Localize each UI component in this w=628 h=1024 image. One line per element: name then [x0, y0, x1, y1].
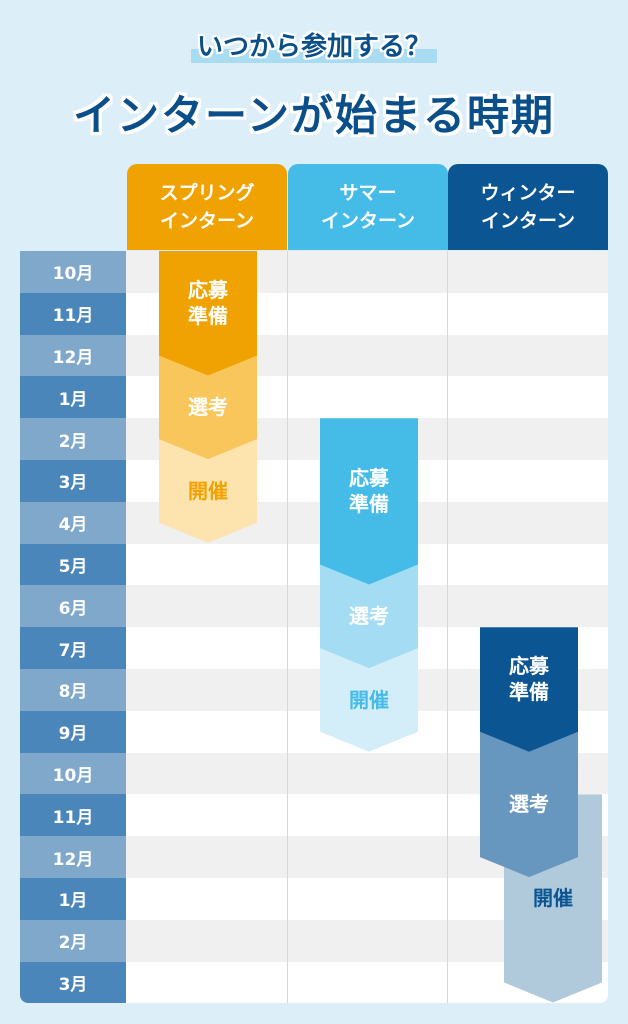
month-label: 9月: [20, 710, 126, 753]
phase-label: 応募準備: [509, 654, 549, 705]
month-label: 10月: [20, 251, 126, 293]
phase-label: 開催: [188, 478, 228, 503]
phase-chevron: [159, 251, 257, 376]
phase-label: 選考: [188, 395, 228, 420]
page-title: インターンが始まる時期: [73, 91, 555, 140]
column-divider: [447, 251, 448, 1003]
phase-label: 応募準備: [188, 278, 228, 329]
subtitle: いつから参加する？: [0, 26, 628, 63]
month-label: 3月: [20, 460, 126, 502]
month-label: 11月: [20, 292, 126, 335]
column-header-summer: サマー インターン: [288, 164, 448, 250]
phase-label: 選考: [509, 792, 549, 817]
month-label: 6月: [20, 585, 126, 628]
phase-chevron: [320, 418, 418, 585]
month-label: 11月: [20, 794, 126, 837]
month-label: 5月: [20, 543, 126, 586]
phase-chevron: [320, 648, 418, 752]
month-label: 1月: [20, 376, 126, 419]
column-header-winter: ウィンター インターン: [448, 164, 608, 250]
month-label: 8月: [20, 669, 126, 711]
phase-label: 応募準備: [349, 466, 389, 517]
month-label: 1月: [20, 878, 126, 920]
month-label: 3月: [20, 961, 126, 1003]
phase-chevron: [480, 731, 578, 878]
month-label: 12月: [20, 334, 126, 377]
phase-bars: [159, 251, 602, 1003]
month-label: 7月: [20, 627, 126, 669]
month-label: 4月: [20, 501, 126, 544]
phase-label: 開催: [349, 687, 389, 712]
phase-chevron: [320, 564, 418, 669]
phase-label: 選考: [349, 604, 389, 629]
month-label: 2月: [20, 919, 126, 962]
month-label: 10月: [20, 752, 126, 795]
phase-chevron: [480, 627, 578, 752]
timeline-grid: 10月 11月 12月 1月 2月 3月 4月 5月 6月 7月 8月 9月 10月 11月 12月 1月 2月…: [20, 251, 608, 1003]
phase-label: 開催: [533, 886, 573, 911]
phase-chevron: [159, 355, 257, 460]
month-label: 2月: [20, 418, 126, 460]
column-header-spring: スプリング インターン: [127, 164, 287, 250]
column-divider: [287, 251, 288, 1003]
phase-chevron: [159, 439, 257, 543]
month-label: 12月: [20, 836, 126, 878]
